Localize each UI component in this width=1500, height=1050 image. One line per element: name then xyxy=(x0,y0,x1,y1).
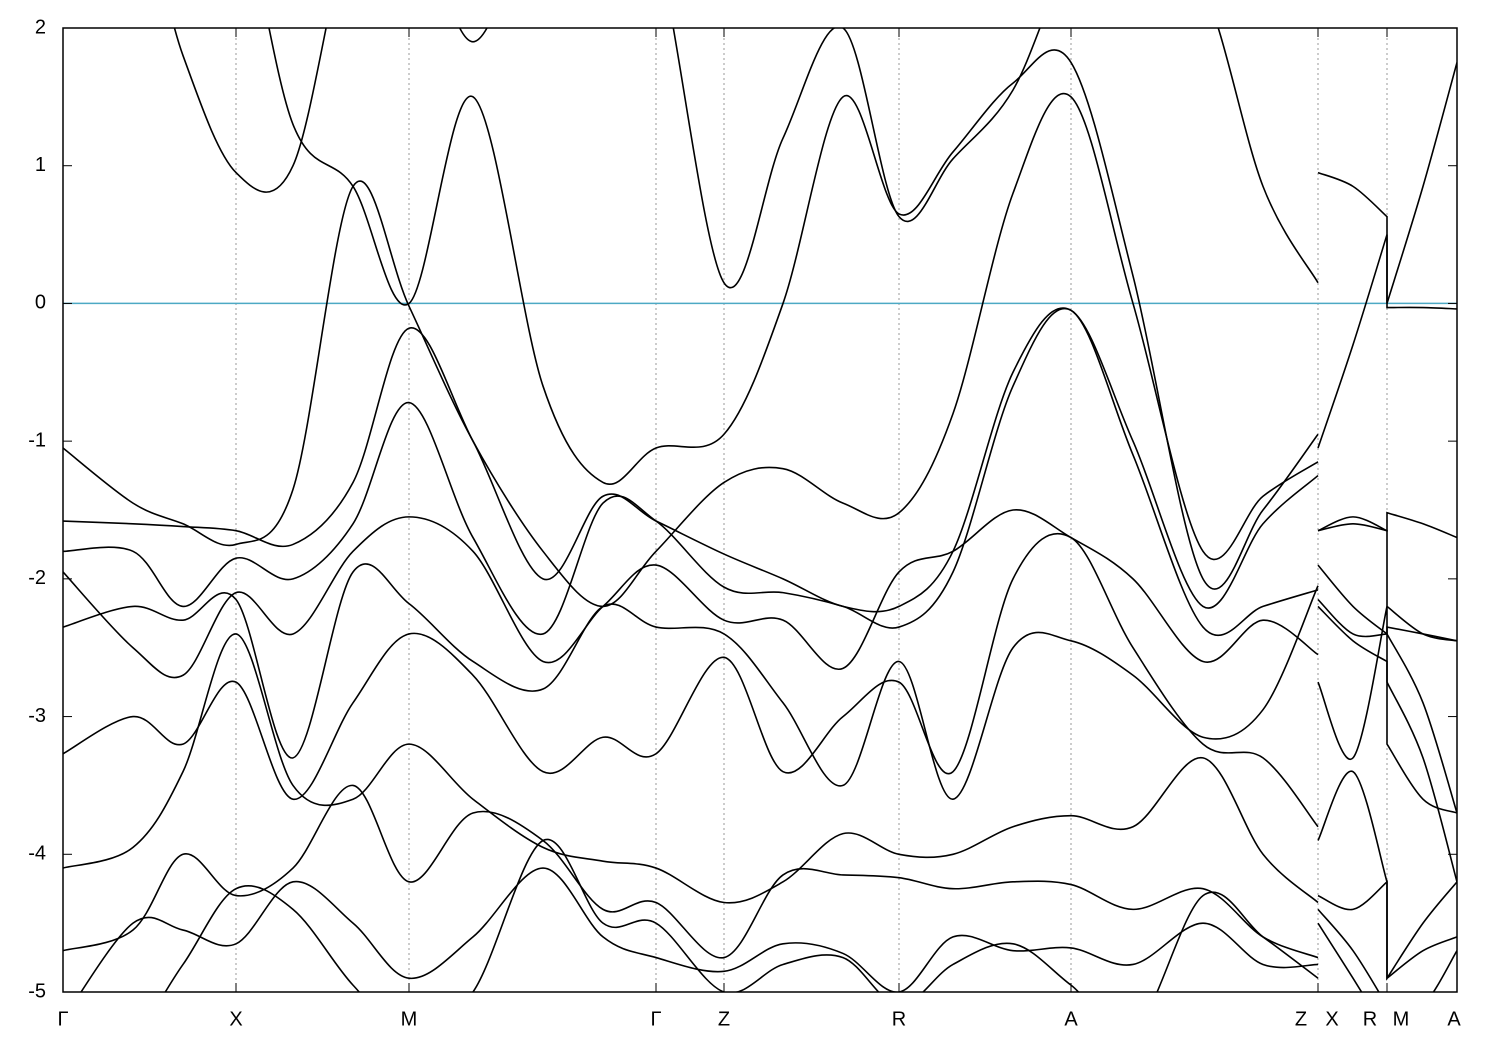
band-line xyxy=(63,784,1457,980)
y-tick-label: 1 xyxy=(35,154,46,176)
band-line xyxy=(63,92,1457,608)
x-tick-label: Γ xyxy=(650,1008,661,1030)
band-line xyxy=(63,532,1457,828)
x-tick-label: X xyxy=(229,1008,242,1030)
bands xyxy=(63,28,1457,992)
y-tick-label: -2 xyxy=(28,567,46,589)
x-tick-label: Z xyxy=(718,1008,730,1030)
band-line xyxy=(63,307,1457,642)
x-tick-label: R xyxy=(1363,1008,1377,1030)
band-line xyxy=(164,838,1457,992)
x-tick-label: M xyxy=(401,1008,418,1030)
x-tick-label: A xyxy=(1447,1008,1461,1030)
band-line xyxy=(268,28,1457,590)
y-tick-label: -3 xyxy=(28,705,46,727)
y-tick-label: -5 xyxy=(28,980,46,1002)
x-tick-label: Z xyxy=(1295,1008,1307,1030)
y-tick-label: -1 xyxy=(28,429,46,451)
x-tick-label: Γ xyxy=(57,1008,68,1030)
band-line xyxy=(63,563,1457,814)
x-tick-label: A xyxy=(1064,1008,1078,1030)
x-tick-label: X xyxy=(1325,1008,1338,1030)
band-line xyxy=(80,867,1457,992)
plot-frame xyxy=(62,27,1458,993)
axes: 210-1-2-3-4-5Γ X M Γ Z R A Z X R M A xyxy=(28,16,1461,1030)
band-line xyxy=(63,307,1457,814)
band-line xyxy=(63,633,1457,981)
x-tick-label: R xyxy=(892,1008,906,1030)
grid xyxy=(235,28,1388,992)
band-line xyxy=(63,509,1457,883)
y-tick-label: 0 xyxy=(35,292,46,314)
y-tick-label: -4 xyxy=(28,843,46,865)
y-tick-label: 2 xyxy=(35,16,46,38)
band-line xyxy=(173,28,1457,304)
x-tick-label: M xyxy=(1393,1008,1410,1030)
